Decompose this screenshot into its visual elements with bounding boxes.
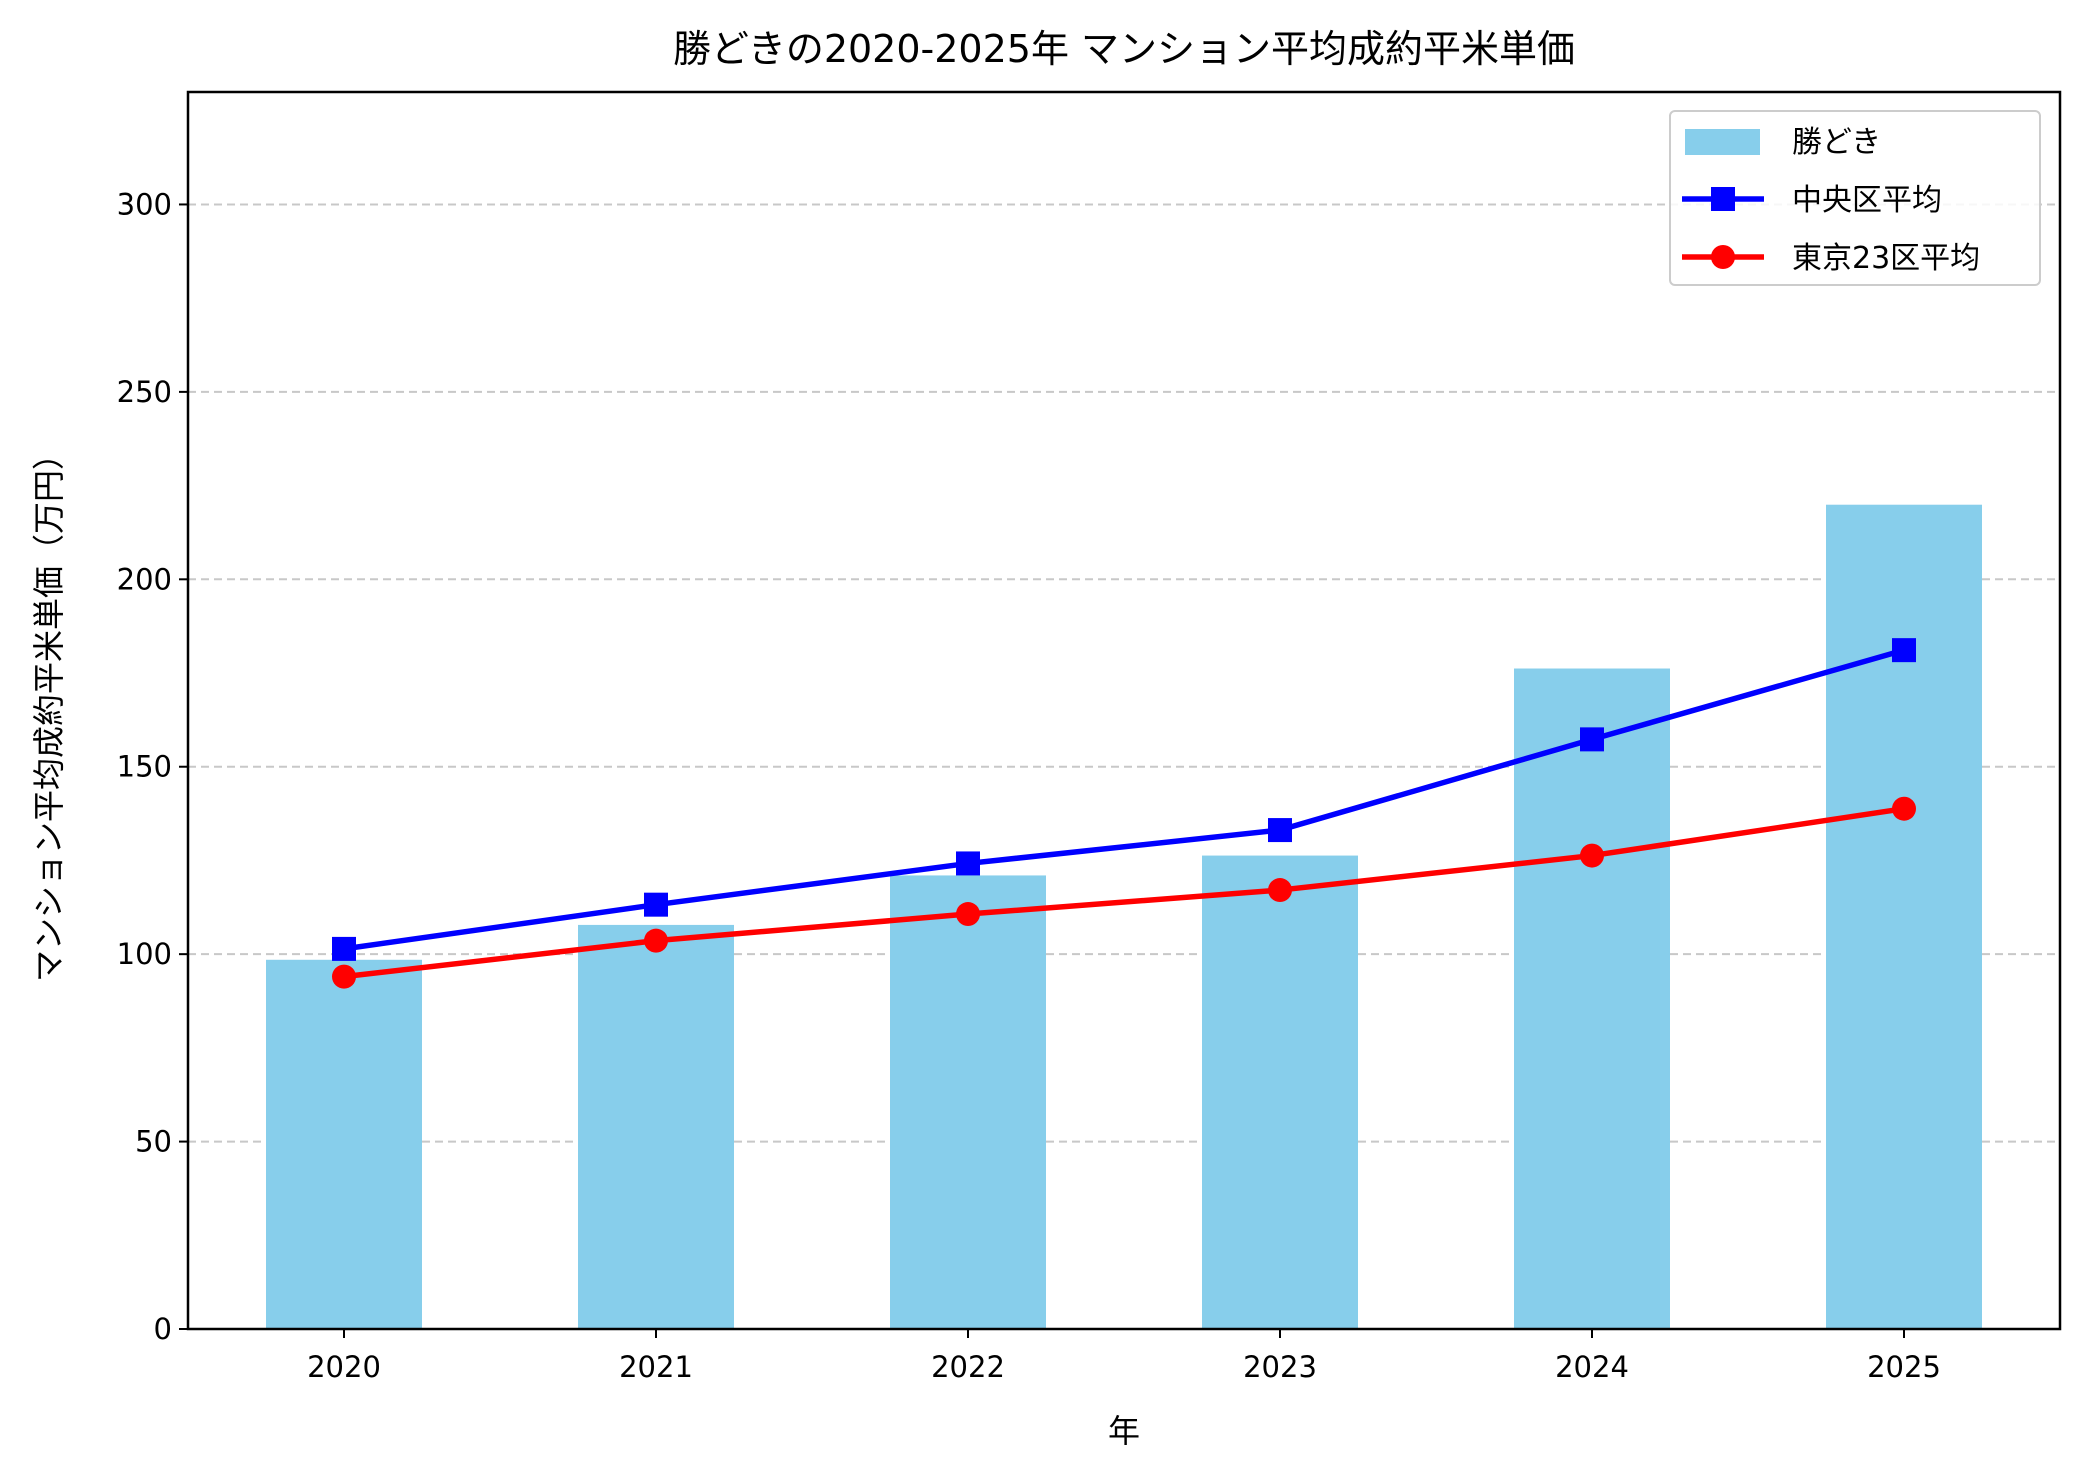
x-tick-label: 2021 xyxy=(619,1350,693,1384)
y-tick-label: 100 xyxy=(117,937,172,971)
x-tick-label: 2020 xyxy=(307,1350,381,1384)
y-tick-label: 250 xyxy=(117,375,172,409)
series-line xyxy=(343,647,1905,952)
y-tick-label: 300 xyxy=(117,187,172,221)
series-line xyxy=(343,805,1905,980)
y-tick-label: 0 xyxy=(154,1312,172,1346)
data-point-circle xyxy=(332,964,356,989)
data-point-circle xyxy=(956,902,980,927)
legend-marker-circle xyxy=(1711,245,1735,269)
bar xyxy=(1826,504,1982,1329)
data-point-square xyxy=(1892,638,1916,663)
y-tick-label: 50 xyxy=(135,1125,172,1159)
data-point-square xyxy=(1268,818,1292,843)
bar xyxy=(1202,855,1358,1329)
data-point-circle xyxy=(1268,878,1292,903)
x-axis-label: 年 xyxy=(1108,1412,1140,1450)
legend-label: 東京23区平均 xyxy=(1792,241,1980,276)
bar xyxy=(578,924,734,1329)
x-tick-label: 2025 xyxy=(1867,1350,1941,1384)
data-point-square xyxy=(956,851,980,876)
chart-title: 勝どきの2020-2025年 マンション平均成約平米単価 xyxy=(673,27,1575,71)
bar xyxy=(890,875,1046,1329)
data-point-square xyxy=(1580,727,1604,752)
data-point-square xyxy=(644,892,668,917)
axes-frame xyxy=(186,90,2062,1331)
legend-label: 中央区平均 xyxy=(1792,183,1942,218)
bar xyxy=(1514,668,1670,1329)
x-tick-label: 2023 xyxy=(1243,1350,1317,1384)
y-tick-label: 200 xyxy=(117,562,172,596)
data-point-circle xyxy=(644,928,668,953)
legend-label: 勝どき xyxy=(1792,125,1881,160)
x-tick-label: 2022 xyxy=(931,1350,1005,1384)
y-axis-label: マンション平均成約平米単価（万円） xyxy=(30,438,68,982)
data-point-circle xyxy=(1892,796,1916,821)
data-point-circle xyxy=(1580,843,1604,868)
legend-swatch-bar xyxy=(1685,129,1760,155)
legend-marker-square xyxy=(1711,187,1735,211)
x-tick-label: 2024 xyxy=(1555,1350,1629,1384)
bar xyxy=(266,959,422,1329)
y-tick-label: 150 xyxy=(117,750,172,784)
data-point-square xyxy=(332,936,356,961)
